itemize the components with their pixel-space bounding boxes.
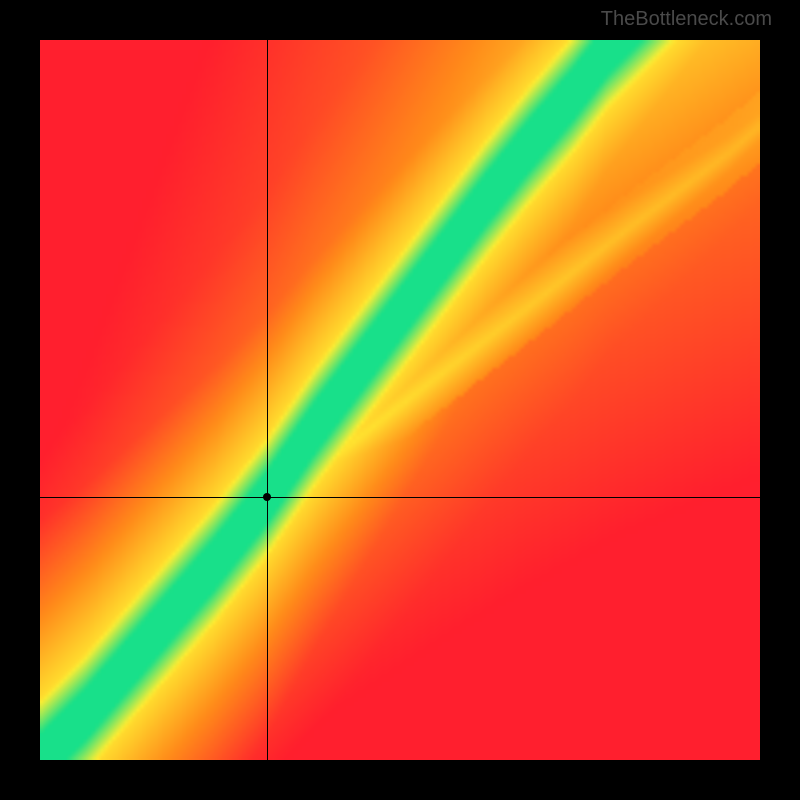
marker-dot [263, 493, 271, 501]
crosshair-vertical [267, 40, 268, 760]
crosshair-horizontal [40, 497, 760, 498]
heatmap-canvas [40, 40, 760, 760]
watermark-text: TheBottleneck.com [601, 8, 772, 31]
bottleneck-heatmap [40, 40, 760, 760]
